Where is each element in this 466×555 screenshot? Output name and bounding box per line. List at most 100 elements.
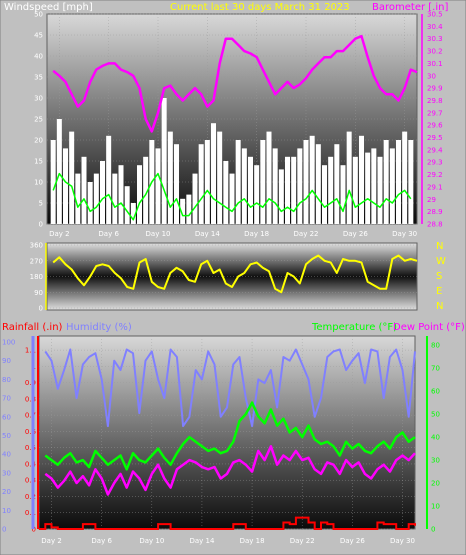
- wind-bar: [359, 135, 364, 224]
- wind-bar: [118, 165, 124, 224]
- wind-bar: [69, 131, 75, 224]
- y-tick-label: 28.9: [427, 208, 443, 216]
- y-tick-label: 0: [431, 526, 435, 534]
- y-tick-label: 60: [2, 413, 11, 421]
- wind-bar: [346, 131, 352, 224]
- rain-axis-label: Rainfall (.in): [2, 322, 63, 333]
- y-tick-label: 29.2: [427, 171, 443, 179]
- wind-bar: [315, 144, 321, 224]
- y-tick-label: 70: [431, 365, 440, 373]
- wind-bar: [322, 165, 327, 224]
- x-tick-label: Day 2: [49, 230, 70, 238]
- y-tick-label: 29.3: [427, 159, 443, 167]
- compass-label: E: [436, 286, 442, 297]
- humidity-axis-label: Humidity (%): [66, 322, 132, 333]
- wind-bar: [389, 148, 395, 224]
- x-tick-label: Day 6: [91, 537, 112, 545]
- y-tick-label: 180: [30, 273, 43, 281]
- y-tick-label: 28.8: [427, 221, 443, 229]
- x-tick-label: Day 22: [290, 537, 315, 545]
- wind-bar: [161, 98, 167, 224]
- dew-point-line: [44, 445, 416, 496]
- y-tick-label: 80: [2, 376, 11, 384]
- wind-bar: [112, 173, 118, 224]
- y-tick-label: 0.3: [25, 477, 36, 485]
- y-tick-label: 29.4: [427, 146, 443, 154]
- direction-series: [52, 254, 418, 294]
- temperature-line: [44, 401, 416, 471]
- y-tick-label: 30.1: [427, 60, 443, 68]
- wind-bar: [371, 148, 377, 224]
- wind-bar: [340, 165, 346, 224]
- compass-label: N: [436, 301, 443, 312]
- wind-bar: [254, 165, 260, 224]
- wind-bar: [192, 173, 198, 224]
- compass-label: N: [436, 241, 443, 252]
- y-tick-label: 25: [34, 116, 43, 124]
- y-tick-label: 29.9: [427, 85, 443, 93]
- temperature-axis-label: Temperature (°F): [311, 322, 397, 333]
- wind-bar: [204, 140, 210, 224]
- wind-bar: [50, 140, 56, 224]
- wind-bar: [124, 186, 130, 224]
- y-tick-label: 20: [431, 480, 440, 488]
- y-tick-label: 40: [34, 53, 43, 61]
- y-tick-label: 30: [427, 72, 436, 80]
- rainfall-series: [39, 516, 416, 530]
- y-tick-label: 80: [431, 342, 440, 350]
- wind-bar: [352, 156, 358, 224]
- y-tick-label: 40: [431, 434, 440, 442]
- humidity-line: [44, 348, 416, 428]
- barometer-axis-label: Barometer [.in]: [372, 2, 448, 13]
- wind-bar: [93, 173, 99, 224]
- wind-bar: [396, 140, 401, 224]
- x-tick-label: Day 2: [41, 537, 62, 545]
- wind-bar: [260, 140, 266, 224]
- y-tick-label: 5: [39, 200, 43, 208]
- wind-bar: [100, 161, 105, 224]
- y-tick-label: 360: [30, 242, 43, 250]
- wind-bar: [223, 161, 229, 224]
- wind-bar: [63, 148, 68, 224]
- wind-bar: [211, 123, 216, 224]
- y-tick-label: 0.6: [25, 428, 37, 436]
- y-tick-label: 29.7: [427, 109, 443, 117]
- wind-bar: [377, 156, 383, 224]
- tick-labels: 0 5 10 15 20 25 30 35 40 45 50 28.8 28.9 29 29.1 29.2 29…: [2, 11, 443, 546]
- temperature-series: [44, 401, 416, 471]
- wind-bar: [328, 156, 334, 224]
- y-tick-label: 0: [32, 526, 36, 534]
- wind-bar: [143, 156, 149, 224]
- wind-bar: [241, 148, 247, 224]
- wind-bar: [309, 135, 315, 224]
- wind-bar: [303, 140, 309, 224]
- x-tick-label: Day 22: [294, 230, 319, 238]
- wind-bar: [56, 119, 62, 224]
- x-tick-label: Day 18: [244, 230, 269, 238]
- y-tick-label: 30.3: [427, 35, 443, 43]
- y-tick-label: 29.6: [427, 122, 443, 130]
- y-tick-label: 100: [2, 339, 15, 347]
- wind-bar: [106, 135, 112, 224]
- y-tick-label: 10: [431, 503, 440, 511]
- y-tick-label: 0.4: [25, 460, 37, 468]
- y-tick-label: 0: [39, 221, 43, 229]
- humidity-series: [44, 348, 416, 428]
- wind-bar: [229, 173, 235, 224]
- wind-bar: [167, 131, 173, 224]
- y-tick-label: 0.7: [25, 412, 36, 420]
- wind-bar: [217, 131, 223, 224]
- y-tick-label: 0.1: [25, 509, 36, 517]
- x-tick-label: Day 6: [98, 230, 119, 238]
- wind-bar: [174, 144, 179, 224]
- wind-bar: [186, 194, 192, 224]
- wind-average-series: [52, 172, 412, 221]
- y-tick-label: 35: [34, 74, 43, 82]
- y-tick-label: 29.1: [427, 183, 443, 191]
- direction-line: [52, 254, 418, 294]
- y-tick-label: 70: [2, 395, 11, 403]
- y-tick-label: 20: [34, 137, 43, 145]
- compass-label: W: [436, 256, 446, 267]
- wind-bar: [130, 203, 136, 224]
